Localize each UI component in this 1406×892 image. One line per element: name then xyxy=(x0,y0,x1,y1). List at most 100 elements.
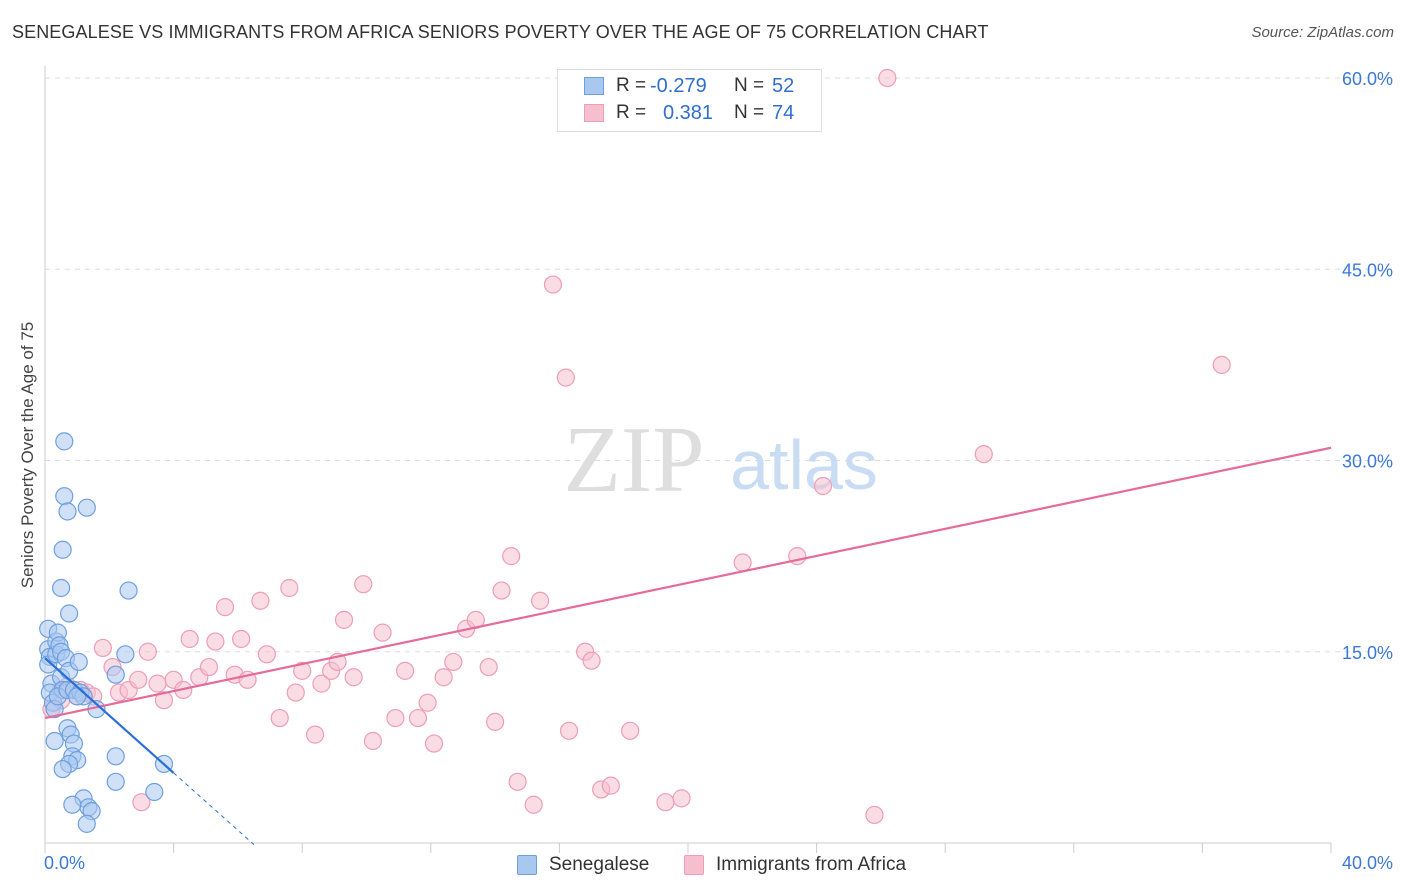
trend-line-senegalese xyxy=(44,657,175,774)
point-immigrants-from-africa xyxy=(492,581,511,600)
point-immigrants-from-africa xyxy=(656,793,675,812)
point-immigrants-from-africa xyxy=(543,275,563,294)
point-immigrants-from-africa xyxy=(148,674,167,693)
legend-swatch-immigrants-from-africa xyxy=(584,104,604,122)
point-immigrants-from-africa xyxy=(373,623,392,642)
point-immigrants-from-africa xyxy=(733,553,752,572)
legend-swatch-senegalese xyxy=(584,77,604,95)
point-immigrants-from-africa xyxy=(418,693,437,712)
point-immigrants-from-africa xyxy=(129,670,148,689)
point-immigrants-from-africa xyxy=(621,721,640,740)
y-tick-label: 15.0% xyxy=(1342,643,1393,663)
legend-swatch-senegalese xyxy=(517,855,537,875)
r-label: R = xyxy=(616,75,647,96)
point-immigrants-from-africa xyxy=(479,657,498,677)
point-immigrants-from-africa xyxy=(878,68,897,88)
legend-label-senegalese: Senegalese xyxy=(549,854,650,875)
point-immigrants-from-africa xyxy=(1212,355,1231,374)
point-immigrants-from-africa xyxy=(813,476,833,496)
trend-line-immigrants-from-africa xyxy=(44,446,1332,720)
point-senegalese xyxy=(55,487,74,506)
tick-labels: 15.0% 30.0% 45.0% 60.0% 0.0% 40.0% xyxy=(44,69,1393,873)
point-immigrants-from-africa xyxy=(434,668,453,687)
legend-row-immigrants-from-africa: R = 0.381 N = 74 xyxy=(558,100,821,126)
point-immigrants-from-africa xyxy=(132,793,151,812)
point-senegalese xyxy=(106,665,125,684)
point-immigrants-from-africa xyxy=(556,368,575,387)
point-immigrants-from-africa xyxy=(386,708,405,728)
point-senegalese xyxy=(106,772,125,791)
point-immigrants-from-africa xyxy=(334,610,354,629)
point-immigrants-from-africa xyxy=(524,795,543,814)
correlation-legend: R = -0.279 N = 52 R = 0.381 N = 74 xyxy=(557,69,822,132)
point-senegalese xyxy=(63,795,82,814)
point-immigrants-from-africa xyxy=(672,789,691,808)
point-immigrants-from-africa xyxy=(444,652,463,672)
point-immigrants-from-africa xyxy=(138,642,157,661)
point-immigrants-from-africa xyxy=(865,805,884,825)
chart-title: SENEGALESE VS IMMIGRANTS FROM AFRICA SEN… xyxy=(12,22,989,42)
r-label: R = xyxy=(616,102,647,123)
point-immigrants-from-africa xyxy=(486,712,505,731)
point-immigrants-from-africa xyxy=(424,734,444,753)
point-immigrants-from-africa xyxy=(559,721,579,740)
point-senegalese xyxy=(68,687,87,706)
source-credit: Source: ZipAtlas.com xyxy=(1251,24,1394,41)
watermark-atlas: atlas xyxy=(730,426,878,504)
point-immigrants-from-africa xyxy=(508,772,527,791)
point-immigrants-from-africa xyxy=(344,668,363,687)
point-immigrants-from-africa xyxy=(974,445,993,464)
n-value: 52 xyxy=(772,75,795,97)
r-value: 0.381 xyxy=(663,102,714,124)
point-senegalese xyxy=(119,581,138,600)
point-immigrants-from-africa xyxy=(305,725,325,744)
n-label: N = xyxy=(734,75,765,96)
point-senegalese xyxy=(77,498,96,517)
point-immigrants-from-africa xyxy=(154,691,174,710)
gridlines xyxy=(45,77,1394,653)
x-tick-label: 40.0% xyxy=(1342,853,1393,873)
trend-extension-senegalese xyxy=(173,772,255,845)
point-senegalese xyxy=(77,814,96,833)
point-senegalese xyxy=(116,645,135,664)
point-immigrants-from-africa xyxy=(502,547,521,566)
series-senegalese xyxy=(39,432,174,833)
point-immigrants-from-africa xyxy=(270,708,289,728)
point-senegalese xyxy=(53,540,72,559)
legend-row-senegalese: R = -0.279 N = 52 xyxy=(558,73,821,99)
x-tick-label: 0.0% xyxy=(44,853,85,873)
watermark-zip: ZIP xyxy=(564,408,705,512)
n-value: 74 xyxy=(772,102,795,124)
n-label: N = xyxy=(734,102,765,123)
point-immigrants-from-africa xyxy=(180,629,199,649)
point-immigrants-from-africa xyxy=(312,674,331,693)
point-immigrants-from-africa xyxy=(280,578,299,598)
series-legend: Senegalese Immigrants from Africa xyxy=(0,850,1406,880)
point-senegalese xyxy=(69,652,88,672)
point-immigrants-from-africa xyxy=(395,661,415,680)
point-immigrants-from-africa xyxy=(93,638,112,658)
y-tick-label: 60.0% xyxy=(1342,69,1393,89)
legend-label-immigrants-from-africa: Immigrants from Africa xyxy=(716,854,907,875)
y-axis-label: Seniors Poverty Over the Age of 75 xyxy=(18,321,37,589)
point-immigrants-from-africa xyxy=(232,629,251,649)
point-senegalese xyxy=(58,502,77,521)
point-senegalese xyxy=(60,604,79,623)
point-immigrants-from-africa xyxy=(363,731,383,751)
point-senegalese xyxy=(145,782,164,802)
point-senegalese xyxy=(53,759,72,779)
point-immigrants-from-africa xyxy=(257,645,276,664)
point-senegalese xyxy=(55,432,74,451)
point-immigrants-from-africa xyxy=(251,591,270,610)
point-immigrants-from-africa xyxy=(215,598,235,617)
y-tick-label: 30.0% xyxy=(1342,452,1393,472)
point-immigrants-from-africa xyxy=(601,776,620,795)
point-immigrants-from-africa xyxy=(582,651,601,670)
point-senegalese xyxy=(106,747,125,766)
point-immigrants-from-africa xyxy=(206,632,225,651)
y-tick-label: 45.0% xyxy=(1342,260,1393,280)
point-immigrants-from-africa xyxy=(293,661,312,680)
point-senegalese xyxy=(51,578,71,598)
point-senegalese xyxy=(45,731,64,751)
watermark: ZIP atlas xyxy=(564,408,878,512)
